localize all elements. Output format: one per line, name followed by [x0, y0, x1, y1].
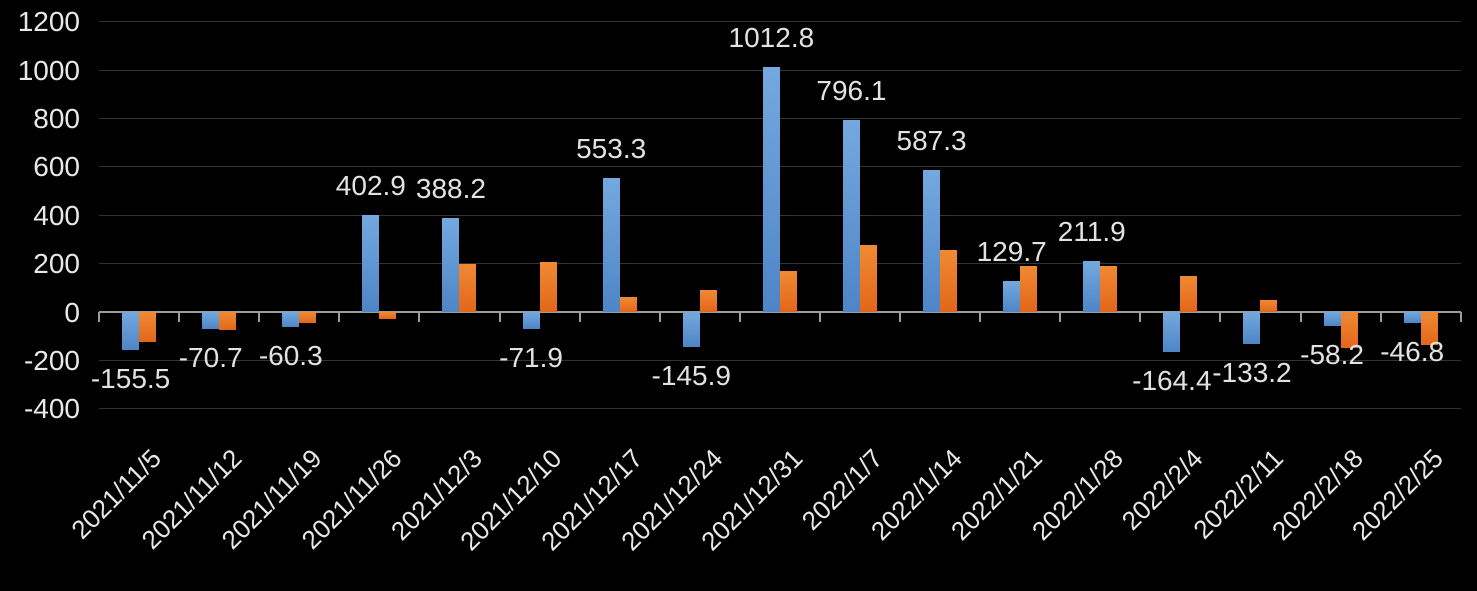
bar-orange[interactable] [379, 312, 397, 320]
y-axis-tick-label: 1200 [17, 6, 80, 38]
bar-orange[interactable] [1420, 312, 1438, 345]
bar-blue[interactable] [282, 312, 300, 327]
y-gridline [99, 118, 1461, 120]
y-gridline [99, 359, 1461, 361]
bar-blue[interactable] [122, 312, 140, 350]
data-label: -71.9 [499, 342, 563, 374]
y-axis-tick-label: -200 [23, 344, 80, 376]
bar-blue[interactable] [362, 214, 380, 312]
data-label: 211.9 [1057, 215, 1126, 247]
x-axis-tick [258, 312, 261, 322]
bar-blue[interactable] [682, 312, 700, 348]
x-axis-tick [178, 312, 181, 322]
bar-blue[interactable] [522, 312, 540, 330]
bar-orange[interactable] [859, 245, 877, 312]
bar-orange[interactable] [1100, 266, 1118, 312]
data-label: -70.7 [178, 342, 243, 374]
x-axis-tick [1379, 312, 1382, 322]
bar-orange[interactable] [1180, 275, 1198, 312]
data-label: -58.2 [1300, 339, 1364, 371]
y-axis-tick-label: 800 [33, 103, 80, 135]
x-axis-tick [1299, 312, 1302, 322]
data-label: 796.1 [816, 74, 887, 106]
bar-blue[interactable] [1003, 280, 1021, 312]
bar-blue[interactable] [442, 218, 460, 312]
data-label: -133.2 [1212, 357, 1292, 389]
y-axis-tick-label: 1000 [17, 54, 80, 86]
bar-blue[interactable] [202, 312, 220, 330]
x-axis-tick [818, 312, 821, 322]
x-axis-tick [498, 312, 501, 322]
data-label: -164.4 [1132, 364, 1212, 396]
x-axis-tick [979, 312, 982, 322]
data-label: 1012.8 [728, 22, 815, 54]
bar-blue[interactable] [762, 67, 780, 312]
y-axis-tick-label: 400 [33, 199, 80, 231]
y-axis-tick-label: 0 [64, 296, 80, 328]
bar-orange[interactable] [1020, 265, 1038, 312]
bar-blue[interactable] [842, 119, 860, 312]
y-gridline [99, 263, 1461, 265]
bar-blue[interactable] [1243, 312, 1261, 345]
x-axis-tick [578, 312, 581, 322]
x-axis-tick [738, 312, 741, 322]
x-axis-tick [658, 312, 661, 322]
data-label: -155.5 [90, 362, 171, 394]
bar-orange[interactable] [139, 312, 157, 343]
data-label: 129.7 [976, 235, 1047, 267]
bar-orange[interactable] [1260, 299, 1278, 312]
data-label: 388.2 [415, 173, 486, 205]
bar-blue[interactable] [602, 178, 620, 312]
bar-blue[interactable] [923, 170, 941, 312]
data-label: -46.8 [1380, 336, 1445, 368]
x-axis-tick [1139, 312, 1142, 322]
y-axis-tick-label: -400 [23, 393, 80, 425]
bar-orange[interactable] [699, 290, 717, 312]
bar-blue[interactable] [1323, 312, 1341, 327]
x-axis-tick [98, 312, 100, 322]
bar-orange[interactable] [539, 261, 557, 312]
bar-orange[interactable] [1340, 312, 1358, 348]
bar-blue[interactable] [1163, 312, 1181, 352]
bar-orange[interactable] [219, 312, 237, 331]
bar-orange[interactable] [299, 312, 317, 323]
y-axis-tick-label: 600 [33, 151, 80, 183]
data-label: 402.9 [335, 169, 406, 201]
bar-orange[interactable] [619, 297, 637, 312]
data-label: -60.3 [258, 339, 323, 371]
bar-blue[interactable] [1403, 312, 1421, 324]
data-label: 587.3 [896, 125, 967, 157]
bar-orange[interactable] [459, 263, 477, 312]
y-axis-tick-label: 200 [33, 248, 80, 280]
y-gridline [99, 21, 1461, 23]
x-axis-tick [899, 312, 901, 322]
x-axis-tick [1459, 312, 1462, 322]
bar-orange[interactable] [940, 249, 958, 312]
data-label: 553.3 [576, 133, 647, 165]
bar-orange[interactable] [779, 270, 797, 312]
y-gridline [99, 408, 1461, 410]
y-gridline [99, 214, 1461, 216]
data-label: -145.9 [651, 360, 731, 392]
x-axis-tick [418, 312, 421, 322]
x-axis-tick [1219, 312, 1222, 322]
bar-blue[interactable] [1083, 260, 1101, 312]
y-gridline [99, 166, 1461, 168]
x-axis-tick [1059, 312, 1062, 322]
x-axis-line [99, 311, 1461, 313]
x-axis-tick [338, 312, 341, 322]
y-gridline [99, 69, 1461, 71]
